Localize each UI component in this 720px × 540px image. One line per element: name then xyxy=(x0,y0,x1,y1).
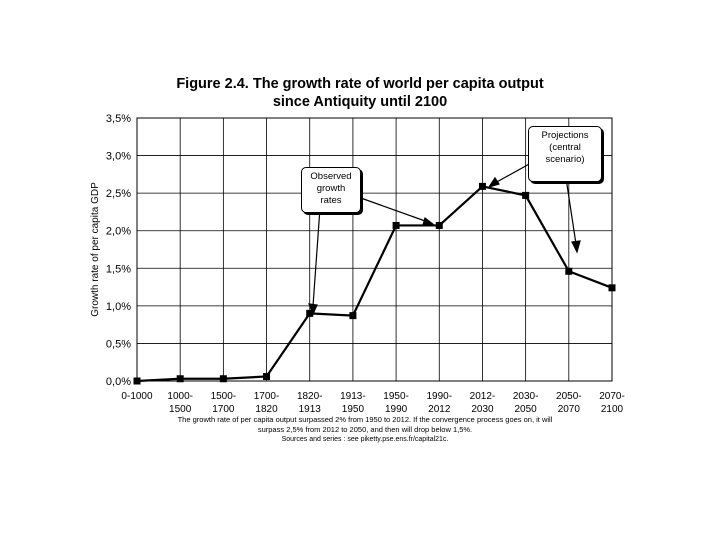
y-tick-labels: 0,0% 0,5% 1,0% 1,5% 2,0% 2,5% 3,0% 3,5% xyxy=(106,113,131,388)
plot-frame xyxy=(136,117,613,382)
arrow-projections-1 xyxy=(494,162,532,184)
annotation-projections-line-2: (central xyxy=(549,142,581,153)
data-point-marker xyxy=(522,191,530,199)
data-point-marker xyxy=(263,372,271,380)
x-tick-label: 2012-2030 xyxy=(470,391,496,415)
arrow-head-projections-1 xyxy=(487,176,500,189)
arrow-observed-2 xyxy=(357,196,429,223)
y-tick-label: 1,5% xyxy=(106,263,131,275)
chart-title-line-2: since Antiquity until 2100 xyxy=(272,94,448,110)
data-point-marker xyxy=(176,375,184,383)
x-tick-label: 2050-2070 xyxy=(556,391,582,415)
chart-title-line-1: Figure 2.4. The growth rate of world per… xyxy=(176,76,544,92)
x-tick-label: 0-1000 xyxy=(121,391,153,402)
x-tick-label: 1913-1950 xyxy=(340,391,366,415)
data-markers xyxy=(133,182,616,385)
series-line xyxy=(136,185,613,383)
x-tick-label: 1500-1700 xyxy=(211,391,237,415)
caption-line-2: surpass 2,5% from 2012 to 2050, and then… xyxy=(257,425,473,434)
y-tick-label: 0,5% xyxy=(106,338,131,350)
x-tick-label: 1000-1500 xyxy=(167,391,193,415)
data-point-marker xyxy=(478,182,486,190)
annotation-observed-line-1: Observed xyxy=(310,171,352,182)
x-tick-label: 2070-2100 xyxy=(599,391,625,415)
data-point-marker xyxy=(565,267,573,275)
y-tick-label: 2,5% xyxy=(106,188,131,200)
y-axis-label: Growth rate of per capita GDP xyxy=(90,182,101,317)
y-tick-label: 3,0% xyxy=(106,151,131,163)
y-tick-label: 3,5% xyxy=(106,113,131,125)
data-point-marker xyxy=(306,309,314,317)
x-tick-label: 2030-2050 xyxy=(513,391,539,415)
arrow-observed-1 xyxy=(312,207,321,307)
y-tick-label: 1,0% xyxy=(106,301,131,313)
annotation-observed-line-3: rates xyxy=(320,195,342,206)
annotation-observed-growth-rates: Observed growth rates xyxy=(301,167,361,213)
data-point-marker xyxy=(435,221,443,229)
y-tick-label: 2,0% xyxy=(106,226,131,238)
x-tick-label: 1700-1820 xyxy=(254,391,280,415)
annotation-projections: Projections (central scenario) xyxy=(528,126,602,182)
x-tick-label: 1950-1990 xyxy=(383,391,409,415)
x-tick-label: 1990-2012 xyxy=(426,391,452,415)
data-point-marker xyxy=(133,377,141,385)
annotation-arrows xyxy=(308,162,581,316)
data-point-marker xyxy=(608,284,616,292)
arrow-head-projections-2 xyxy=(571,240,581,254)
x-tick-labels: 0-1000 1000-1500 1500-1700 1700-1820 1820-19… xyxy=(121,391,624,415)
data-point-marker xyxy=(349,312,357,320)
data-point-marker xyxy=(392,221,400,229)
x-tick-label: 1820-1913 xyxy=(297,391,323,415)
arrow-head-observed-2 xyxy=(422,216,436,226)
data-point-marker xyxy=(219,375,227,383)
caption-sources: Sources and series : see piketty.pse.ens… xyxy=(281,436,449,443)
arrow-head-observed-1 xyxy=(308,303,318,316)
annotation-observed-line-2: growth xyxy=(316,183,346,194)
arrow-projections-2 xyxy=(565,177,577,245)
annotation-projections-line-1: Projections xyxy=(541,130,589,141)
annotation-projections-line-3: scenario) xyxy=(545,154,585,165)
caption-line-1: The growth rate of per capita output sur… xyxy=(177,415,553,424)
y-tick-label: 0,0% xyxy=(106,376,131,388)
